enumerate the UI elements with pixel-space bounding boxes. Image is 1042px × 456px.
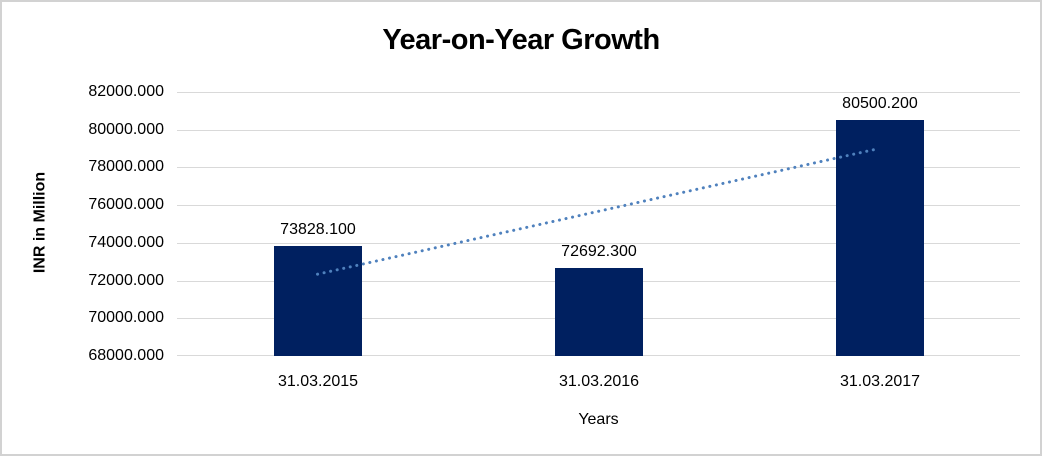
bar-value-label: 73828.100 xyxy=(280,221,356,238)
gridline xyxy=(177,92,1020,93)
y-tick-label: 78000.000 xyxy=(88,158,164,175)
y-axis-ticks: 68000.000 70000.000 72000.000 74000.000 7600… xyxy=(2,83,164,364)
x-tick-label: 31.03.2017 xyxy=(839,373,921,390)
y-tick-label: 74000.000 xyxy=(88,234,164,251)
trendline xyxy=(316,146,881,276)
x-axis-title: Years xyxy=(578,411,619,428)
x-tick-label: 31.03.2015 xyxy=(277,373,359,390)
bar-value-label: 80500.200 xyxy=(842,95,918,112)
x-tick-label: 31.03.2016 xyxy=(558,373,640,390)
bar xyxy=(274,246,362,356)
x-axis-ticks: 31.03.2015 31.03.2016 31.03.2017 xyxy=(2,372,1040,392)
bar xyxy=(555,268,643,356)
chart-title: Year-on-Year Growth xyxy=(382,24,660,56)
y-tick-label: 70000.000 xyxy=(88,309,164,326)
y-tick-label: 76000.000 xyxy=(88,196,164,213)
gridline xyxy=(177,205,1020,206)
plot-area: 73828.100 72692.300 80500.200 xyxy=(177,92,1020,356)
bar xyxy=(836,120,924,356)
y-tick-label: 68000.000 xyxy=(88,347,164,364)
gridline xyxy=(177,167,1020,168)
y-tick-label: 72000.000 xyxy=(88,272,164,289)
bar-value-label: 72692.300 xyxy=(561,243,637,260)
y-tick-label: 80000.000 xyxy=(88,121,164,138)
bars-container: 73828.100 72692.300 80500.200 xyxy=(177,92,1020,356)
trendline-svg xyxy=(316,146,881,276)
gridline xyxy=(177,243,1020,244)
gridline xyxy=(177,130,1020,131)
y-tick-label: 82000.000 xyxy=(88,83,164,100)
